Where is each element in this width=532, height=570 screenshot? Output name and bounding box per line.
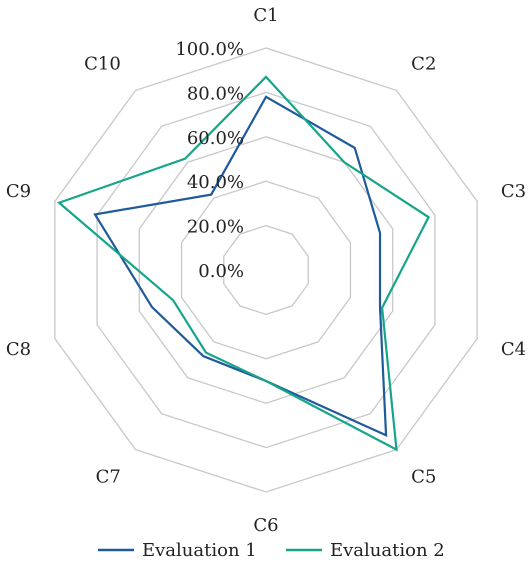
axis-label-c3: C3 [501, 181, 526, 202]
grid-ring-2 [180, 180, 352, 360]
series-2-line [56, 75, 431, 452]
axis-label-c2: C2 [411, 54, 436, 75]
grid-ring-1 [223, 224, 309, 316]
axis-label-c10: C10 [84, 54, 121, 75]
axis-label-c6: C6 [253, 515, 278, 536]
axis-label-c8: C8 [6, 339, 31, 360]
axis-label-c4: C4 [501, 339, 526, 360]
grid-ring-4 [96, 91, 436, 449]
tick-label: 60.0% [187, 128, 244, 149]
grid-ring-3 [138, 136, 394, 404]
grid-layer [54, 47, 478, 493]
tick-label-layer: 0.0% 20.0% 40.0% 60.0% 80.0% 100.0% [175, 39, 244, 282]
legend-label-2: Evaluation 2 [330, 540, 445, 561]
axis-label-c9: C9 [6, 181, 31, 202]
series-layer [56, 75, 431, 452]
axis-label-layer: C1 C2 C3 C4 C5 C6 C7 C8 C9 C10 [6, 5, 526, 536]
tick-label: 80.0% [187, 83, 244, 104]
tick-label: 20.0% [187, 217, 244, 238]
grid-ring-5 [54, 47, 478, 493]
axis-label-c7: C7 [96, 466, 121, 487]
tick-label: 100.0% [175, 39, 244, 60]
legend: Evaluation 1 Evaluation 2 [98, 540, 445, 561]
axis-label-c5: C5 [411, 466, 436, 487]
tick-label: 0.0% [198, 261, 244, 282]
legend-label-1: Evaluation 1 [142, 540, 257, 561]
axis-label-c1: C1 [253, 5, 278, 26]
tick-label: 40.0% [187, 172, 244, 193]
